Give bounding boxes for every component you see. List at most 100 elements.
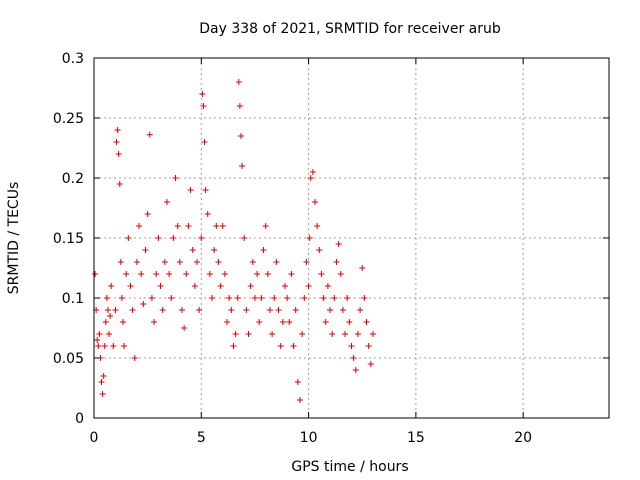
data-point (144, 211, 151, 217)
data-point (163, 199, 170, 205)
data-point (235, 79, 242, 85)
data-point (303, 259, 310, 265)
data-point (92, 271, 99, 277)
data-point (168, 295, 175, 301)
data-point (279, 319, 286, 325)
data-point (294, 379, 301, 385)
data-point (327, 307, 334, 313)
data-point (118, 295, 125, 301)
data-point (269, 331, 276, 337)
data-point (174, 223, 181, 229)
data-point (196, 307, 203, 313)
data-point (157, 283, 164, 289)
data-point (219, 223, 226, 229)
data-point (284, 295, 291, 301)
data-point (100, 373, 107, 379)
data-point (322, 319, 329, 325)
data-point (133, 259, 140, 265)
data-point (113, 139, 120, 145)
data-point (206, 271, 213, 277)
data-point (281, 283, 288, 289)
data-point (273, 259, 280, 265)
data-point (352, 367, 359, 373)
data-point (116, 181, 123, 187)
data-point (309, 169, 316, 175)
data-point (237, 133, 244, 139)
data-point (224, 319, 231, 325)
x-tick-label: 15 (407, 430, 425, 446)
data-point (204, 211, 211, 217)
data-point (221, 271, 228, 277)
data-point (129, 307, 136, 313)
y-tick-label: 0.15 (53, 231, 84, 247)
data-point (226, 295, 233, 301)
data-point (107, 313, 114, 319)
data-point (176, 259, 183, 265)
data-point (271, 295, 278, 301)
data-point (123, 271, 130, 277)
data-point (127, 283, 134, 289)
data-point (346, 319, 353, 325)
data-point (96, 331, 103, 337)
data-point (335, 241, 342, 247)
data-point (213, 223, 220, 229)
data-point (359, 265, 366, 271)
data-point (262, 223, 269, 229)
data-point (136, 223, 143, 229)
data-point (243, 307, 250, 313)
data-point (232, 331, 239, 337)
data-point (102, 319, 109, 325)
data-point (314, 223, 321, 229)
y-axis-label: SRMTID / TECUs (6, 182, 22, 295)
data-point (189, 247, 196, 253)
data-point (367, 361, 374, 367)
data-point (288, 271, 295, 277)
data-point (209, 295, 216, 301)
data-point (363, 319, 370, 325)
data-point (266, 307, 273, 313)
data-point (241, 235, 248, 241)
data-point (94, 337, 101, 343)
data-point (108, 283, 115, 289)
data-point (316, 247, 323, 253)
data-point (217, 283, 224, 289)
data-point (344, 295, 351, 301)
data-point (138, 271, 145, 277)
y-tick-label: 0.25 (53, 111, 84, 127)
data-point (117, 259, 124, 265)
data-point (170, 235, 177, 241)
data-point (305, 283, 312, 289)
data-point (178, 307, 185, 313)
data-point (194, 259, 200, 265)
data-point (256, 319, 263, 325)
data-point (121, 343, 128, 349)
y-tick-label: 0 (75, 411, 84, 427)
data-point (251, 295, 258, 301)
data-points-layer (92, 79, 376, 403)
data-point (228, 307, 235, 313)
data-point (159, 307, 166, 313)
series-arub (92, 79, 376, 403)
data-point (306, 235, 313, 241)
data-point (324, 283, 331, 289)
data-point (333, 259, 340, 265)
data-point (329, 331, 336, 337)
data-point (131, 355, 138, 361)
data-point (119, 319, 126, 325)
data-point (361, 295, 368, 301)
data-point (234, 295, 241, 301)
data-point (183, 271, 190, 277)
data-point (101, 343, 108, 349)
data-point (286, 319, 293, 325)
data-point (290, 343, 297, 349)
data-point (331, 295, 338, 301)
y-tick-label: 0.2 (62, 171, 84, 187)
data-point (260, 247, 267, 253)
data-point (337, 271, 344, 277)
data-point (258, 295, 265, 301)
data-point (202, 187, 209, 193)
grid-layer (94, 58, 609, 418)
data-point (110, 343, 117, 349)
data-point (99, 391, 106, 397)
data-point (275, 307, 282, 313)
